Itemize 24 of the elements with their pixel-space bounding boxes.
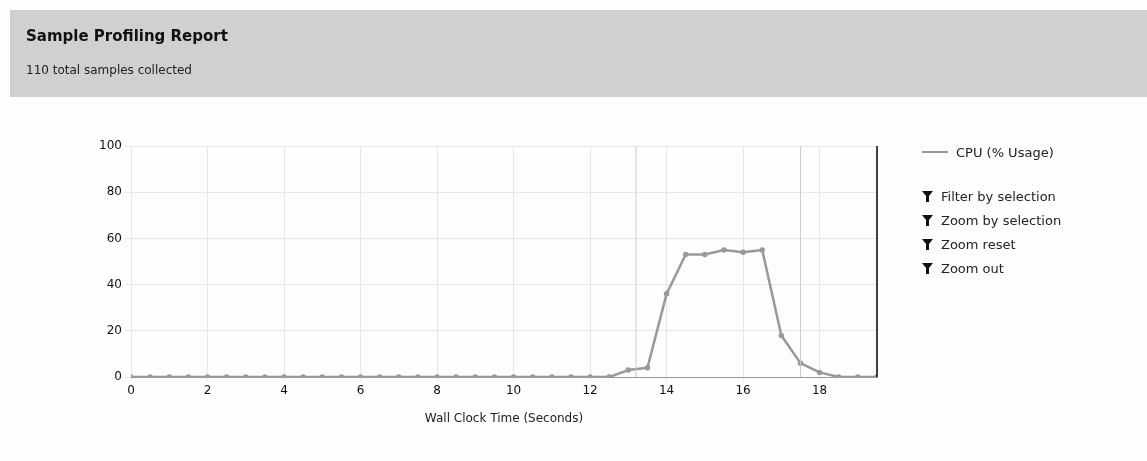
x-tick-label: 2 [203,383,212,398]
text: Zoom reset [941,236,1016,252]
y-tick-label: 0 [114,369,122,384]
chart-title: Sample Profiling Report [26,27,228,45]
text: Zoom by selection [941,212,1062,228]
legend-label: CPU (% Usage) [956,144,1054,160]
x-tick-label: 0 [127,383,135,398]
text: Filter by selection [941,188,1056,204]
x-tick-label: 6 [356,383,365,398]
y-tick-label: 40 [106,276,122,291]
y-tick-label: 100 [99,138,122,153]
x-tick-label: 16 [735,383,751,398]
x-tick-label: 18 [811,383,828,398]
y-tick-label: 60 [106,230,122,245]
x-tick-label: 14 [658,383,675,398]
x-axis-title: Wall Clock Time (Seconds) [424,410,584,425]
x-tick-label: 10 [505,383,522,398]
y-tick-label: 80 [106,184,122,199]
x-tick-label: 12 [582,383,598,398]
y-tick-label: 20 [106,322,122,337]
chart-subtitle: 110 total samples collected [26,63,192,77]
x-tick-label: 8 [433,383,441,398]
x-tick-label: 4 [280,383,288,398]
text: Zoom out [941,260,1004,276]
